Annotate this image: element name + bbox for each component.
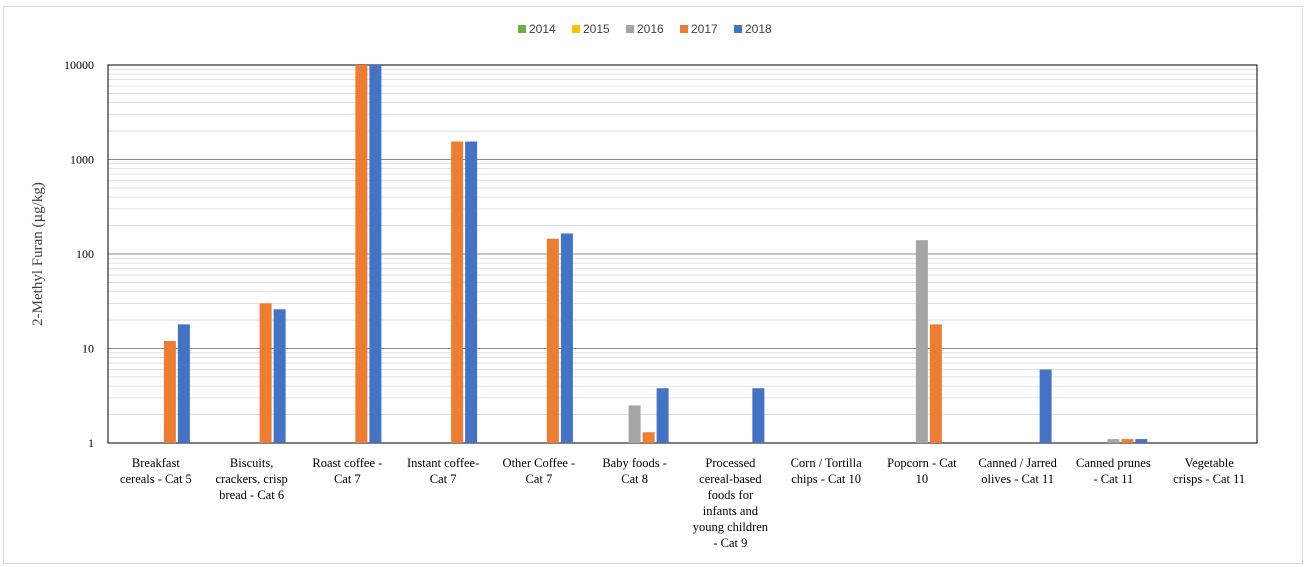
x-category-label-line: Other Coffee - [503,456,576,470]
x-category-label-line: chips - Cat 10 [791,472,861,486]
x-category-label-line: bread - Cat 6 [219,488,284,502]
x-category-label: Canned prunes - Cat 11 [1076,456,1151,486]
x-category-label-line: Vegetable [1184,456,1234,470]
x-category-label-line: Processed [705,456,756,470]
bar-2018-cat-5 [560,233,573,443]
x-category-label-line: - Cat 9 [713,536,747,550]
x-category-label-line: Cat 7 [430,472,457,486]
y-tick-label: 10 [82,342,94,356]
bar-2017-cat-5 [546,238,559,443]
bar-2017-cat-1 [163,341,176,443]
bar-2017-cat-3 [355,65,368,443]
legend-swatch-2014 [518,25,526,33]
bar-2018-cat-3 [369,65,382,443]
legend-swatch-2016 [626,25,634,33]
bar-2016-cat-9 [915,240,928,443]
legend-swatch-2015 [572,25,580,33]
legend-label-2016: 2016 [637,22,664,36]
bar-2017-cat-6 [642,432,655,443]
bar-2017-cat-9 [929,324,942,443]
bar-2018-cat-6 [656,388,669,443]
bar-2016-cat-6 [628,405,641,443]
y-tick-label: 10000 [64,58,94,72]
x-category-label: Processed cereal-based foods for infants an… [693,456,769,550]
x-category-label: Instant coffee- Cat 7 [407,456,479,486]
x-category-label: Breakfast cereals - Cat 5 [120,456,192,486]
bar-2016-cat-11 [1107,439,1120,443]
x-category-label-line: Canned / Jarred [978,456,1057,470]
y-tick-label: 1 [88,436,94,450]
x-category-label-line: olives - Cat 11 [981,472,1054,486]
bar-2018-cat-2 [273,309,286,443]
x-category-label-line: Cat 8 [621,472,648,486]
x-category-label-line: Canned prunes [1076,456,1151,470]
x-category-label-line: Breakfast [132,456,180,470]
x-category-label-line: 10 [916,472,929,486]
x-category-label: Roast coffee - Cat 7 [312,456,382,486]
x-category-label-line: cereals - Cat 5 [120,472,192,486]
legend-label-2017: 2017 [691,22,718,36]
bar-2018-cat-1 [177,324,190,443]
bar-2018-cat-10 [1039,369,1052,443]
x-category-label-line: crackers, crisp [216,472,288,486]
x-category-label: Corn / Tortilla chips - Cat 10 [791,456,863,486]
legend-swatch-2017 [680,25,688,33]
x-category-label-line: Roast coffee - [312,456,382,470]
bar-2018-cat-4 [465,141,478,443]
x-category-label-line: foods for [708,488,754,502]
x-category-label: Biscuits, crackers, crisp bread - Cat 6 [216,456,288,502]
chart-frame [3,6,1303,564]
bar-2017-cat-4 [451,141,464,443]
x-category-label: Popcorn - Cat 10 [887,456,957,486]
legend-label-2018: 2018 [745,22,772,36]
x-category-label: Other Coffee - Cat 7 [503,456,576,486]
x-category-label-line: Baby foods - [602,456,667,470]
x-category-label-line: cereal-based [699,472,762,486]
x-category-label-line: young children [693,520,769,534]
x-category-label: Vegetable crisps - Cat 11 [1173,456,1245,486]
legend-swatch-2018 [734,25,742,33]
y-tick-label: 100 [76,247,94,261]
x-category-label-line: Popcorn - Cat [887,456,957,470]
bar-2017-cat-11 [1121,439,1134,443]
y-tick-label: 1000 [70,153,94,167]
x-category-label-line: crisps - Cat 11 [1173,472,1245,486]
x-category-label-line: Biscuits, [230,456,273,470]
x-category-label: Canned / Jarred olives - Cat 11 [978,456,1057,486]
x-category-label: Baby foods - Cat 8 [602,456,667,486]
plot-area-border [107,64,1258,444]
x-category-label-line: Cat 7 [334,472,361,486]
x-category-label-line: Corn / Tortilla [791,456,863,470]
bar-2018-cat-11 [1135,439,1148,443]
bar-2018-cat-7 [752,388,765,443]
x-category-label-line: - Cat 11 [1093,472,1133,486]
x-category-label-line: infants and [703,504,759,518]
legend-label-2015: 2015 [583,22,610,36]
legend-label-2014: 2014 [529,22,556,36]
x-category-label-line: Cat 7 [526,472,553,486]
x-category-label-line: Instant coffee- [407,456,479,470]
y-axis-title: 2-Methyl Furan (µg/kg) [30,182,46,326]
bar-2017-cat-2 [259,303,272,443]
